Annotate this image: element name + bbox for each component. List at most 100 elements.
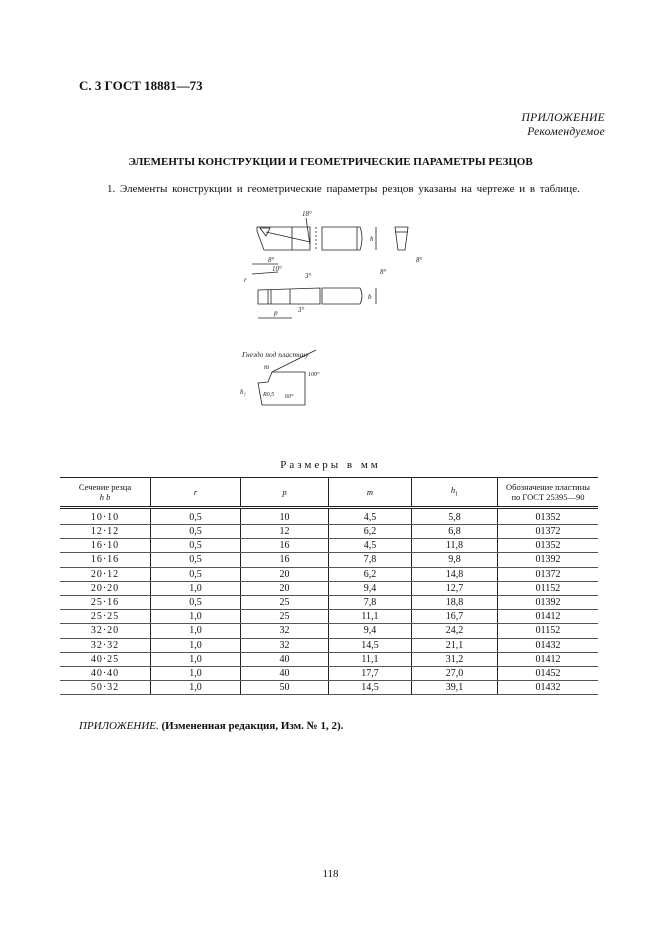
table-row: 20·20 1,0 20 9,4 12,7 01152 <box>60 581 598 596</box>
appendix-title: ПРИЛОЖЕНИЕ <box>521 112 605 124</box>
table-cell: 01352 <box>497 538 598 554</box>
table-cell: 1,0 <box>150 623 241 639</box>
table-cell: 39,1 <box>411 680 498 696</box>
label-m: m <box>264 363 269 371</box>
table-cell: 9,4 <box>328 623 412 639</box>
table-cell: 10 <box>240 507 329 525</box>
appendix-label: ПРИЛОЖЕНИЕ Рекомендуемое <box>522 111 605 139</box>
header-section: Сечение резца h b <box>60 477 151 509</box>
section-title: ЭЛЕМЕНТЫ КОНСТРУКЦИИ И ГЕОМЕТРИЧЕСКИЕ ПА… <box>128 156 533 168</box>
table-cell: 11,1 <box>328 652 412 667</box>
table-row: 12·12 0,5 12 6,2 6,8 01372 <box>60 524 598 540</box>
table-cell: 4,5 <box>328 538 412 554</box>
table-cell: 25·16 <box>60 595 151 611</box>
table-cell: 50·32 <box>60 680 151 696</box>
table-row: 40·25 1,0 40 11,1 31,2 01412 <box>60 652 598 667</box>
paragraph: 1. Элементы конструкции и геометрические… <box>107 183 580 195</box>
table-cell: 16 <box>240 538 329 554</box>
table-cell: 0,5 <box>150 567 241 582</box>
table-cell: 12 <box>240 524 329 540</box>
table-cell: 40·25 <box>60 652 151 667</box>
socket-caption: Гнездо под пластину <box>241 350 309 359</box>
table-row: 20·12 0,5 20 6,2 14,8 01372 <box>60 567 598 582</box>
label-angle3b: 3° <box>297 306 305 314</box>
label-angle8-end: 8° <box>416 256 423 264</box>
table-cell: 32 <box>240 623 329 639</box>
table-cell: 31,2 <box>411 652 498 667</box>
table-cell: 1,0 <box>150 652 241 667</box>
table-header-row: Сечение резца h b r p m h1 Обозначение пл… <box>60 477 598 509</box>
table-cell: 6,2 <box>328 567 412 582</box>
table-cell: 21,1 <box>411 638 498 653</box>
table-cell: 6,2 <box>328 524 412 540</box>
table-cell: 7,8 <box>328 595 412 611</box>
table-cell: 12,7 <box>411 581 498 596</box>
label-angle8-end2: 8° <box>380 268 387 276</box>
table-row: 25·16 0,5 25 7,8 18,8 01392 <box>60 595 598 611</box>
label-angle60: 60° <box>285 393 294 400</box>
table-cell: 9,4 <box>328 581 412 596</box>
table-cell: 25·25 <box>60 609 151 625</box>
table-cell: 01412 <box>497 609 598 625</box>
label-angle8: 8° <box>268 256 275 264</box>
label-p: p <box>273 309 278 317</box>
table-cell: 40 <box>240 666 329 682</box>
appendix-subtitle: Рекомендуемое <box>527 126 605 138</box>
table-row: 50·32 1,0 50 14,5 39,1 01432 <box>60 680 598 696</box>
page-number: 118 <box>322 868 339 880</box>
table-row: 32·32 1,0 32 14,5 21,1 01432 <box>60 638 598 653</box>
table-cell: 4,5 <box>328 507 412 525</box>
table-row: 16·10 0,5 16 4,5 11,8 01352 <box>60 538 598 554</box>
table-cell: 01152 <box>497 581 598 596</box>
label-angle3a: 3° <box>304 272 312 280</box>
table-cell: 14,8 <box>411 567 498 582</box>
table-cell: 16 <box>240 552 329 568</box>
table-cell: 32·32 <box>60 638 151 653</box>
table-cell: 20·20 <box>60 581 151 596</box>
table-row: 25·25 1,0 25 11,1 16,7 01412 <box>60 609 598 625</box>
table-cell: 10·10 <box>60 507 151 525</box>
header-m: m <box>328 477 412 509</box>
label-angle18: 18° <box>302 210 312 218</box>
table-cell: 9,8 <box>411 552 498 568</box>
table-cell: 27,0 <box>411 666 498 682</box>
table-cell: 32 <box>240 638 329 653</box>
table-cell: 01392 <box>497 552 598 568</box>
label-r: r <box>244 276 247 284</box>
table-cell: 20·12 <box>60 567 151 582</box>
table-cell: 25 <box>240 595 329 611</box>
table-cell: 01352 <box>497 507 598 525</box>
table-cell: 0,5 <box>150 524 241 540</box>
table-cell: 1,0 <box>150 638 241 653</box>
table-cell: 01432 <box>497 680 598 696</box>
amendment-note: ПРИЛОЖЕНИЕ. (Измененная редакция, Изм. №… <box>79 720 344 732</box>
header-h1: h1 <box>411 477 498 509</box>
table-cell: 0,5 <box>150 595 241 611</box>
table-cell: 14,5 <box>328 638 412 653</box>
table-row: 32·20 1,0 32 9,4 24,2 01152 <box>60 623 598 639</box>
table-cell: 20 <box>240 581 329 596</box>
table-row: 10·10 0,5 10 4,5 5,8 01352 <box>60 507 598 525</box>
table-cell: 5,8 <box>411 507 498 525</box>
label-r05: R0,5 <box>262 392 274 398</box>
table-cell: 01372 <box>497 567 598 582</box>
table-cell: 01412 <box>497 652 598 667</box>
table-cell: 40·40 <box>60 666 151 682</box>
label-angle10: 10° <box>272 265 282 273</box>
table-cell: 16·16 <box>60 552 151 568</box>
table-cell: 7,8 <box>328 552 412 568</box>
header-plate: Обозначение пластины по ГОСТ 25395—90 <box>497 477 598 509</box>
dimensions-table: Сечение резца h b r p m h1 Обозначение пл… <box>60 477 598 696</box>
table-cell: 1,0 <box>150 666 241 682</box>
header-r: r <box>150 477 241 509</box>
table-cell: 18,8 <box>411 595 498 611</box>
table-cell: 01392 <box>497 595 598 611</box>
table-cell: 40 <box>240 652 329 667</box>
table-cell: 24,2 <box>411 623 498 639</box>
table-cell: 25 <box>240 609 329 625</box>
table-cell: 0,5 <box>150 507 241 525</box>
table-row: 16·16 0,5 16 7,8 9,8 01392 <box>60 552 598 568</box>
table-cell: 0,5 <box>150 552 241 568</box>
table-cell: 11,1 <box>328 609 412 625</box>
